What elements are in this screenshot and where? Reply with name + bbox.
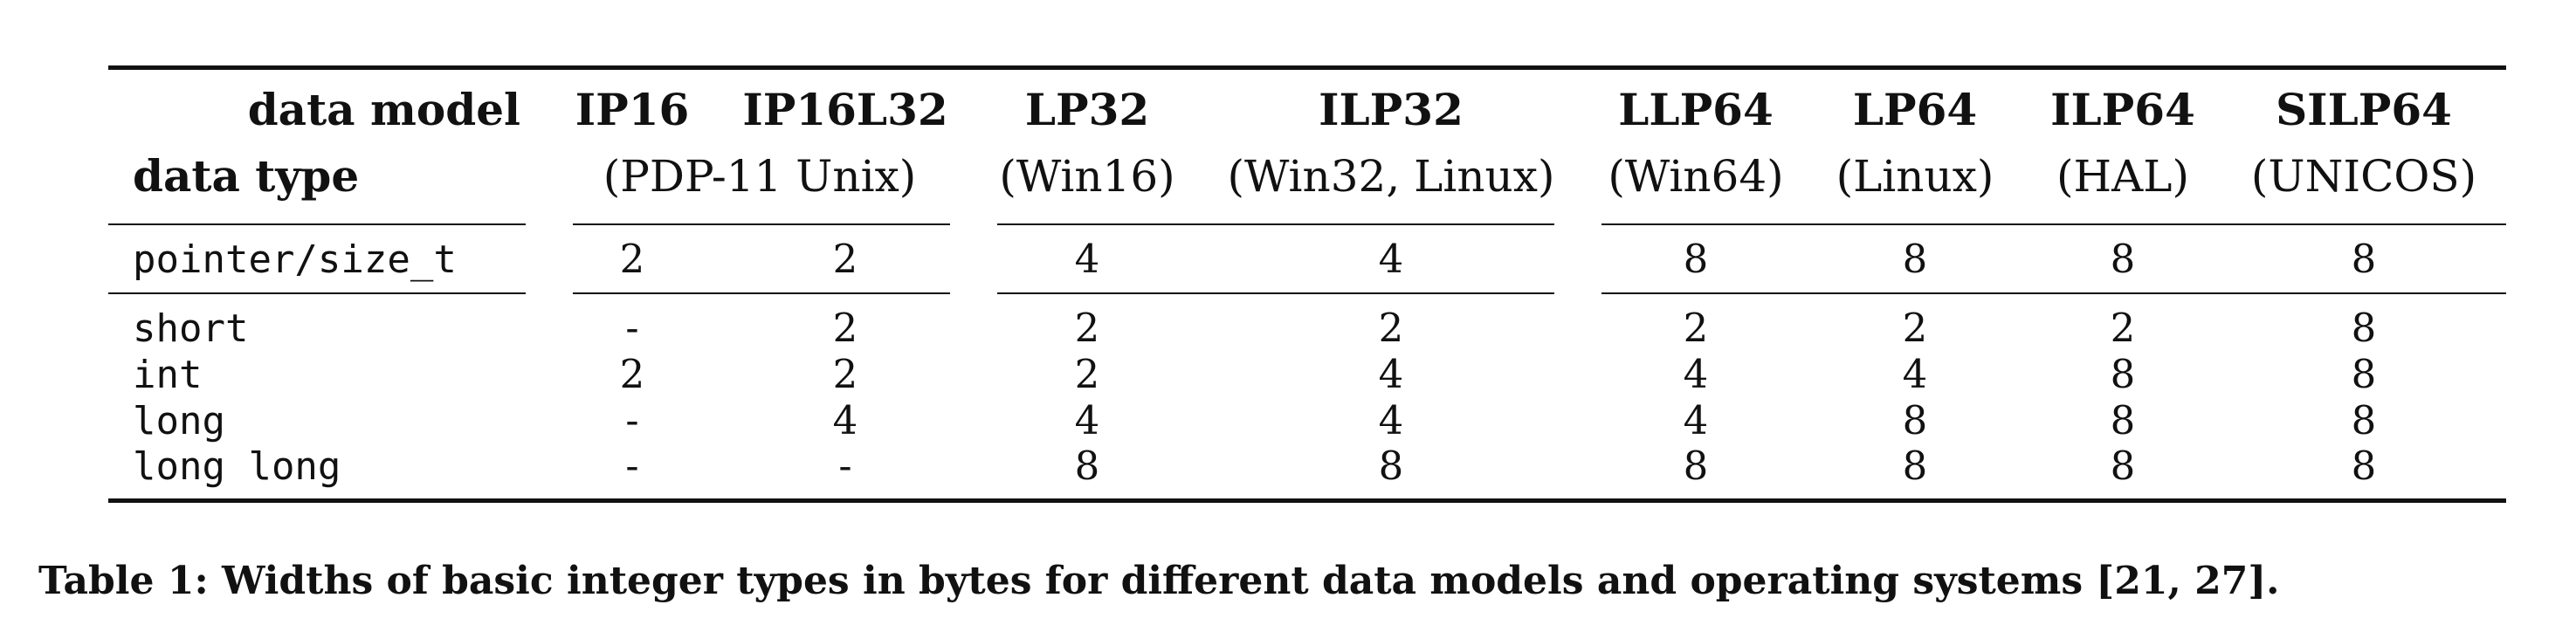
cell-long-ip16: - xyxy=(625,397,639,443)
table-bottom-rule xyxy=(108,498,2506,503)
cell-int-lp32: 2 xyxy=(1074,351,1100,397)
header-model-llp64: LLP64 xyxy=(1618,84,1774,135)
cell-pointer-lp64: 8 xyxy=(1902,236,1928,282)
cell-long-lp64: 8 xyxy=(1902,397,1928,443)
header-rule-group-2 xyxy=(997,223,1554,225)
header-os-linux: (Linux) xyxy=(1836,151,1994,202)
cell-int-ilp32: 4 xyxy=(1378,351,1404,397)
cell-long-llp64: 4 xyxy=(1683,397,1709,443)
cell-short-ip16: - xyxy=(625,305,639,351)
cell-longlong-ilp32: 8 xyxy=(1378,443,1404,489)
header-model-ilp64: ILP64 xyxy=(2050,84,2195,135)
cell-pointer-silp64: 8 xyxy=(2351,236,2377,282)
header-rule-group-3 xyxy=(1601,223,2506,225)
cell-short-lp32: 2 xyxy=(1074,305,1100,351)
cell-pointer-ip16l32: 2 xyxy=(832,236,858,282)
row-label-pointer-size-t: pointer/size_t xyxy=(133,237,457,282)
pointer-rule-group-2 xyxy=(997,292,1554,294)
cell-short-lp64: 2 xyxy=(1902,305,1928,351)
cell-int-ilp64: 8 xyxy=(2110,351,2136,397)
header-os-pdp11-unix: (PDP-11 Unix) xyxy=(603,151,917,202)
cell-pointer-ilp64: 8 xyxy=(2110,236,2136,282)
cell-int-lp64: 4 xyxy=(1902,351,1928,397)
cell-long-silp64: 8 xyxy=(2351,397,2377,443)
row-label-long: long xyxy=(133,399,225,443)
cell-long-ilp64: 8 xyxy=(2110,397,2136,443)
header-os-unicos: (UNICOS) xyxy=(2250,151,2477,202)
row-label-long-long: long long xyxy=(133,444,341,489)
header-os-hal: (HAL) xyxy=(2056,151,2189,202)
cell-pointer-ip16: 2 xyxy=(619,236,645,282)
cell-longlong-ip16l32: - xyxy=(838,443,852,489)
cell-long-ip16l32: 4 xyxy=(832,397,858,443)
row-label-int: int xyxy=(133,353,203,397)
header-model-ilp32: ILP32 xyxy=(1319,84,1464,135)
cell-short-ilp64: 2 xyxy=(2110,305,2136,351)
header-model-ip16: IP16 xyxy=(575,84,690,135)
cell-int-llp64: 4 xyxy=(1683,351,1709,397)
header-os-win32-linux: (Win32, Linux) xyxy=(1227,151,1555,202)
cell-int-silp64: 8 xyxy=(2351,351,2377,397)
header-model-silp64: SILP64 xyxy=(2276,84,2452,135)
header-model-lp32: LP32 xyxy=(1024,84,1150,135)
cell-pointer-ilp32: 4 xyxy=(1378,236,1404,282)
cell-short-ilp32: 2 xyxy=(1378,305,1404,351)
cell-short-llp64: 2 xyxy=(1683,305,1709,351)
header-model-lp64: LP64 xyxy=(1852,84,1978,135)
header-model-ip16l32: IP16L32 xyxy=(742,84,948,135)
cell-longlong-lp64: 8 xyxy=(1902,443,1928,489)
cell-short-silp64: 8 xyxy=(2351,305,2377,351)
header-rule-label xyxy=(108,223,526,225)
row-label-short: short xyxy=(133,306,249,351)
header-os-win64: (Win64) xyxy=(1608,151,1784,202)
cell-int-ip16l32: 2 xyxy=(832,351,858,397)
header-corner-data-type: data type xyxy=(133,150,360,202)
pointer-rule-group-1 xyxy=(573,292,950,294)
table-top-rule xyxy=(108,65,2506,70)
cell-longlong-silp64: 8 xyxy=(2351,443,2377,489)
cell-longlong-ip16: - xyxy=(625,443,639,489)
cell-longlong-llp64: 8 xyxy=(1683,443,1709,489)
header-os-win16: (Win16) xyxy=(999,151,1175,202)
header-rule-group-1 xyxy=(573,223,950,225)
pointer-rule-label xyxy=(108,292,526,294)
cell-longlong-ilp64: 8 xyxy=(2110,443,2136,489)
cell-short-ip16l32: 2 xyxy=(832,305,858,351)
cell-int-ip16: 2 xyxy=(619,351,645,397)
cell-pointer-llp64: 8 xyxy=(1683,236,1709,282)
cell-long-ilp32: 4 xyxy=(1378,397,1404,443)
table-caption: Table 1: Widths of basic integer types i… xyxy=(38,559,2280,603)
cell-pointer-lp32: 4 xyxy=(1074,236,1100,282)
pointer-rule-group-3 xyxy=(1601,292,2506,294)
header-corner-data-model: data model xyxy=(247,84,520,135)
cell-long-lp32: 4 xyxy=(1074,397,1100,443)
cell-longlong-lp32: 8 xyxy=(1074,443,1100,489)
